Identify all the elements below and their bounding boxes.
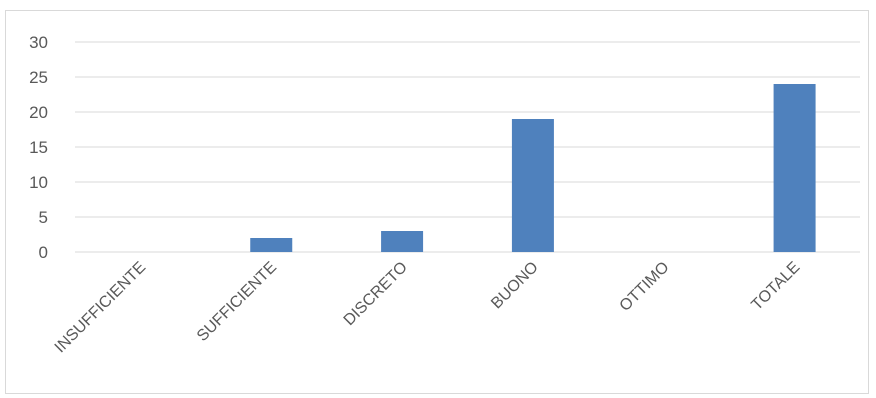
bars: [250, 84, 816, 252]
x-category-label: INSUFFICIENTE: [52, 259, 150, 357]
y-tick-label: 25: [29, 68, 48, 87]
x-category-label: OTTIMO: [617, 259, 673, 315]
y-tick-label: 30: [29, 33, 48, 52]
chart-frame: [5, 10, 869, 394]
y-tick-label: 5: [39, 208, 48, 227]
y-axis-tick-labels: 0 5 10 15 20 25 30: [29, 33, 48, 262]
x-axis-category-labels: INSUFFICIENTE SUFFICIENTE DISCRETO BUONO OTT…: [52, 259, 804, 357]
y-tick-label: 10: [29, 173, 48, 192]
bar-sufficiente: [250, 238, 293, 252]
bar-buono: [511, 119, 554, 252]
bar-discreto: [381, 231, 424, 252]
x-category-label: DISCRETO: [341, 259, 411, 329]
y-tick-label: 0: [39, 243, 48, 262]
bar-totale: [773, 84, 816, 252]
x-category-label: BUONO: [488, 259, 542, 313]
y-tick-label: 15: [29, 138, 48, 157]
x-category-label: SUFFICIENTE: [194, 259, 280, 345]
x-category-label: TOTALE: [748, 259, 803, 314]
gridlines: [75, 41, 860, 253]
y-tick-label: 20: [29, 103, 48, 122]
